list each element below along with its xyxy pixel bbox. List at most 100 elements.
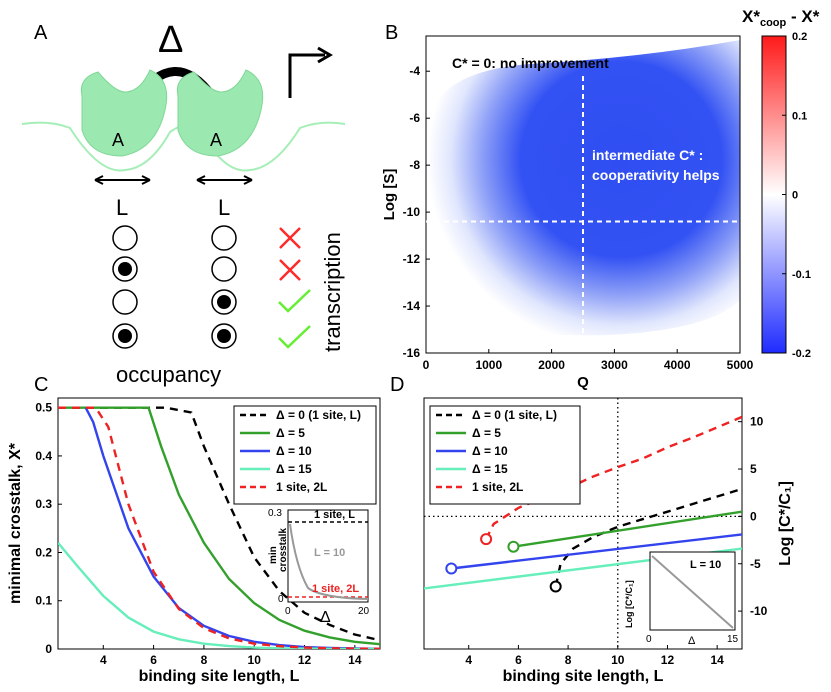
- y-tick-label: -6: [409, 111, 420, 125]
- x-tick-label: 4000: [664, 358, 691, 372]
- legend-entry: 1 site, 2L: [276, 480, 327, 494]
- y-tick-label: -8: [409, 158, 420, 172]
- chart-c-inset: 1 site, L L = 10 1 site, 2L 0.3 0 0 20 Δ…: [268, 508, 370, 626]
- check-icon: [278, 289, 311, 313]
- y-tick-label: 0.4: [35, 449, 52, 463]
- series-line-0: [554, 487, 742, 587]
- series-line-2: [451, 533, 742, 570]
- line-chart-d: 4 6 8 10 12 14 10 5 0 -5 -10 binding site length, L…: [423, 397, 794, 685]
- y-tick-label: 0.5: [35, 401, 52, 415]
- legend-entry: Δ = 5: [472, 426, 501, 440]
- inset-c-ytick-bottom: 0: [278, 594, 284, 605]
- chart-c-axes: 4 6 8 10 12 14 0 0.1 0.2 0.3 0.4 0.5 binding site le…: [7, 401, 362, 685]
- inset-c-ylabel-1: min: [268, 546, 279, 564]
- inset-c-frame: [287, 509, 369, 603]
- y-tick-label: 0.1: [35, 594, 52, 608]
- check-icon: [278, 325, 311, 349]
- x-tick-label: 12: [661, 653, 675, 667]
- chart-c-series: [58, 406, 380, 649]
- x-axis-label: Q: [577, 374, 589, 391]
- legend-entry: 1 site, 2L: [472, 480, 523, 494]
- heatmap-b: 0 1000 2000 3000 4000 5000 -4 -6 -8 -10 -12 -14 -16 Q…: [381, 7, 820, 391]
- x-tick-label: 14: [348, 653, 362, 667]
- x-tick-label: 8: [201, 653, 208, 667]
- inset-d-xlabel: Δ: [688, 635, 696, 647]
- heatmap-white-corner: [426, 36, 740, 110]
- x-tick-label: 5000: [727, 358, 754, 372]
- x-axis-label: binding site length, L: [503, 668, 664, 685]
- x-axis-label: binding site length, L: [139, 668, 300, 685]
- colorbar-tick-label: 0.2: [792, 31, 807, 43]
- x-tick-label: 2000: [538, 358, 565, 372]
- x-tick-label: 4: [100, 653, 107, 667]
- x-tick-label: 14: [710, 653, 724, 667]
- y-tick-label: 0: [750, 509, 757, 523]
- occupancy-label: occupancy: [116, 362, 221, 387]
- x-tick-label: 8: [565, 653, 572, 667]
- heatmap-axes: 0 1000 2000 3000 4000 5000 -4 -6 -8 -10 -12 -14 -16 Q…: [381, 64, 754, 391]
- y-tick-label: -10: [750, 604, 768, 618]
- chart-d-series: [424, 398, 742, 649]
- annotation-cooperativity: cooperativity helps: [592, 167, 720, 183]
- length-arrow-left: [94, 175, 151, 185]
- occupancy-grid: [112, 225, 237, 349]
- site-empty: [211, 225, 237, 251]
- series-line-4: [485, 415, 742, 540]
- x-tick-label: 3000: [601, 358, 628, 372]
- colorbar-tick-label: 0.1: [792, 110, 807, 122]
- heatmap-crosshair: [426, 76, 740, 353]
- cross-icon: [279, 259, 301, 281]
- inset-c-title: 1 site, L: [314, 509, 355, 521]
- y-tick-label: 0.2: [35, 545, 52, 559]
- y-tick-label: 0.3: [35, 497, 52, 511]
- site-filled-dot: [118, 262, 132, 276]
- x-tick-label: 10: [248, 653, 262, 667]
- y-axis-label: Log [S]: [381, 169, 398, 221]
- protein-label-right: A: [210, 130, 222, 150]
- series-line-1: [513, 510, 742, 548]
- x-tick-label: 6: [150, 653, 157, 667]
- panel-d-letter: D: [390, 374, 405, 396]
- chart-d-axes: 4 6 8 10 12 14 10 5 0 -5 -10 binding site length, L…: [465, 415, 794, 685]
- protein-left: [80, 69, 168, 157]
- inset-d-curve-label: L = 10: [690, 559, 721, 571]
- cross-icon: [279, 227, 301, 249]
- x-tick-label: 12: [298, 653, 312, 667]
- site-filled-dot: [118, 329, 132, 343]
- y-tick-label: -5: [750, 557, 761, 571]
- series-start-marker: [445, 562, 458, 575]
- colorbar-tick-label: -0.2: [792, 348, 811, 360]
- inset-d-ylabel: Log [C*/C₁]: [624, 580, 634, 628]
- panel-a-letter: A: [34, 22, 48, 44]
- y-tick-label: -14: [403, 299, 421, 313]
- inset-d-curve: [651, 555, 734, 629]
- annotation-intermediate: intermediate C* :: [592, 147, 703, 163]
- x-tick-label: 0: [423, 358, 430, 372]
- delta-symbol: Δ: [158, 19, 183, 61]
- chart-d-inset: L = 10 Log [C*/C₁] 0 15 Δ: [624, 551, 739, 647]
- y-tick-label: 0: [45, 642, 52, 656]
- protein-right: [176, 69, 264, 157]
- site-filled-dot: [217, 329, 231, 343]
- inset-c-xlabel: Δ: [320, 609, 331, 626]
- series-start-marker: [480, 533, 493, 546]
- inset-c-xtick-left: 0: [285, 606, 291, 617]
- length-arrow-right: [196, 175, 253, 185]
- line-chart-c: 4 6 8 10 12 14 0 0.1 0.2 0.3 0.4 0.5 binding site le…: [7, 397, 381, 685]
- y-tick-label: 5: [750, 462, 757, 476]
- series-line-1: [58, 406, 380, 646]
- y-axis-label: minimal crosstalk, X*: [7, 442, 24, 604]
- length-label-left: L: [116, 195, 128, 220]
- panel-a-schematic: Δ A A L L transcription occupancy: [21, 19, 346, 387]
- legend-box: [233, 405, 377, 505]
- legend-entry: Δ = 0 (1 site, L): [472, 408, 557, 422]
- panel-c-letter: C: [34, 374, 49, 396]
- legend-entry: Δ = 10: [472, 444, 508, 458]
- colorbar: [761, 35, 787, 354]
- site-empty: [112, 225, 138, 251]
- x-tick-label: 6: [515, 653, 522, 667]
- series-line-4: [58, 406, 380, 649]
- series-start-marker: [549, 580, 562, 593]
- legend-entry: Δ = 15: [276, 462, 312, 476]
- inset-d-xtick-left: 0: [646, 634, 652, 645]
